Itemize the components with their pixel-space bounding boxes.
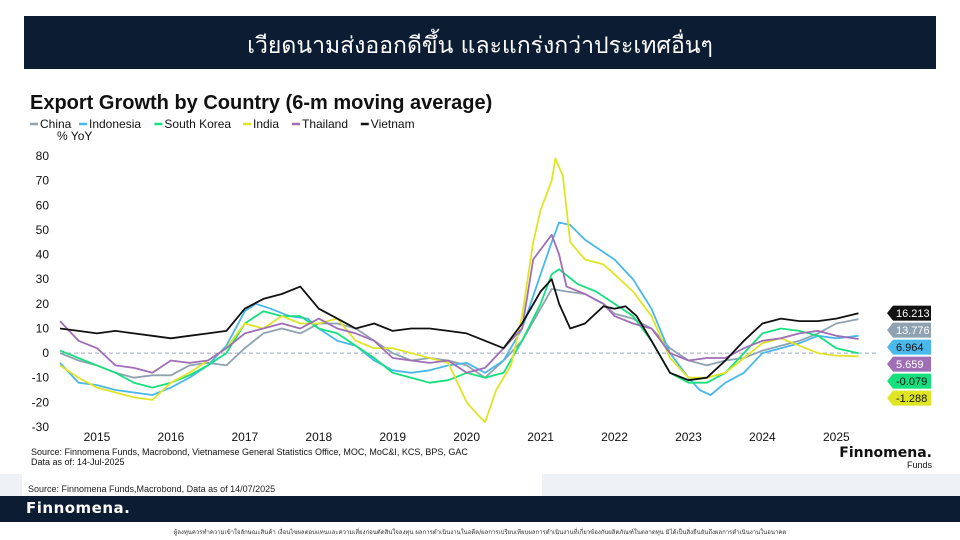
end-label-box-thailand <box>893 356 931 372</box>
end-label-pointer-vietnam <box>887 305 893 321</box>
chart-panel: Export Growth by Country (6-m moving ave… <box>22 82 942 474</box>
plot-area <box>59 157 859 423</box>
y-tick-label: 10 <box>36 321 50 335</box>
x-tick-label-2021: 2021 <box>527 430 554 444</box>
end-label-pointer-indonesia <box>887 339 893 355</box>
legend-label-indonesia: Indonesia <box>89 117 141 131</box>
y-tick-label: -30 <box>32 420 50 434</box>
legend-label-thailand: Thailand <box>302 117 348 131</box>
x-tick-label-2024: 2024 <box>749 430 776 444</box>
slide-title: เวียดนามส่งออกดีขึ้น และแกร่งกว่าประเทศอ… <box>247 33 713 59</box>
end-label-value-china: 13.776 <box>896 325 930 337</box>
y-tick-label: -20 <box>32 395 50 409</box>
y-axis: 80 70 60 50 40 30 20 10 0 -10 -20 -30 <box>32 149 877 434</box>
chart-legend: China Indonesia South Korea India Thailand Vi… <box>30 117 415 131</box>
legend-label-vietnam: Vietnam <box>371 117 415 131</box>
legend-label-india: India <box>253 117 279 131</box>
end-label-value-indonesia: 6.964 <box>896 342 924 354</box>
chart-brand-sub: Funds <box>907 460 933 470</box>
y-tick-label: 20 <box>36 297 50 311</box>
line-chart: Export Growth by Country (6-m moving ave… <box>30 92 933 470</box>
legend-label-south-korea: South Korea <box>164 117 231 131</box>
background-panel-right <box>542 474 960 496</box>
series-line-indonesia <box>59 221 859 396</box>
end-value-labels: 16.213 13.776 6.964 5.659 -0.079 -1.288 <box>887 305 931 406</box>
end-label-value-thailand: 5.659 <box>896 359 924 371</box>
y-tick-label: 0 <box>42 346 49 360</box>
end-label-pointer-india <box>887 390 893 406</box>
x-tick-label-2016: 2016 <box>158 430 185 444</box>
y-tick-label: 60 <box>36 198 50 212</box>
x-tick-label-2020: 2020 <box>453 430 480 444</box>
x-tick-label-2023: 2023 <box>675 430 702 444</box>
chart-data-as-of: Data as of: 14-Jul-2025 <box>31 457 125 467</box>
slide-source-note: Source: Finnomena Funds,Macrobond, Data … <box>28 484 276 494</box>
y-tick-label: 50 <box>36 223 50 237</box>
x-tick-label-2015: 2015 <box>84 430 111 444</box>
background-panel-left <box>0 474 22 496</box>
end-label-pointer-thailand <box>887 356 893 372</box>
footer-logo: Finnomena. <box>26 499 131 517</box>
series-line-thailand <box>59 233 859 374</box>
chart-source: Source: Finnomena Funds, Macrobond, Viet… <box>31 447 468 457</box>
chart-brand-logo: Finnomena. <box>839 445 932 461</box>
y-tick-label: -10 <box>32 371 50 385</box>
x-tick-label-2025: 2025 <box>823 430 850 444</box>
end-label-box-vietnam <box>893 305 931 321</box>
x-tick-label-2017: 2017 <box>231 430 258 444</box>
series-line-china <box>59 288 859 379</box>
end-label-box-china <box>893 322 931 338</box>
x-tick-label-2018: 2018 <box>305 430 332 444</box>
y-axis-label: % YoY <box>57 129 92 143</box>
x-axis: 2015 2016 2017 2018 2019 2020 2021 2022 2023 2024… <box>84 430 850 444</box>
end-label-value-india: -1.288 <box>896 393 927 405</box>
end-label-value-vietnam: 16.213 <box>896 308 930 320</box>
end-label-pointer-china <box>887 322 893 338</box>
footer-bar: Finnomena. <box>0 496 960 522</box>
end-label-pointer-south-korea <box>887 373 893 389</box>
y-tick-label: 40 <box>36 248 50 262</box>
end-label-value-south-korea: -0.079 <box>896 376 927 388</box>
y-tick-label: 80 <box>36 149 50 163</box>
chart-title: Export Growth by Country (6-m moving ave… <box>30 92 492 114</box>
end-label-box-indonesia <box>893 339 931 355</box>
disclaimer-text: ผู้ลงทุนควรทำความเข้าใจลักษณะสินค้า เงื่… <box>173 529 787 536</box>
x-tick-label-2022: 2022 <box>601 430 628 444</box>
y-tick-label: 70 <box>36 174 50 188</box>
title-banner: เวียดนามส่งออกดีขึ้น และแกร่งกว่าประเทศอ… <box>24 16 936 69</box>
end-label-box-south-korea <box>893 373 931 389</box>
x-tick-label-2019: 2019 <box>379 430 406 444</box>
y-tick-label: 30 <box>36 272 50 286</box>
legend-label-china: China <box>40 117 72 131</box>
series-line-vietnam <box>59 278 859 382</box>
end-label-box-india <box>893 390 931 406</box>
